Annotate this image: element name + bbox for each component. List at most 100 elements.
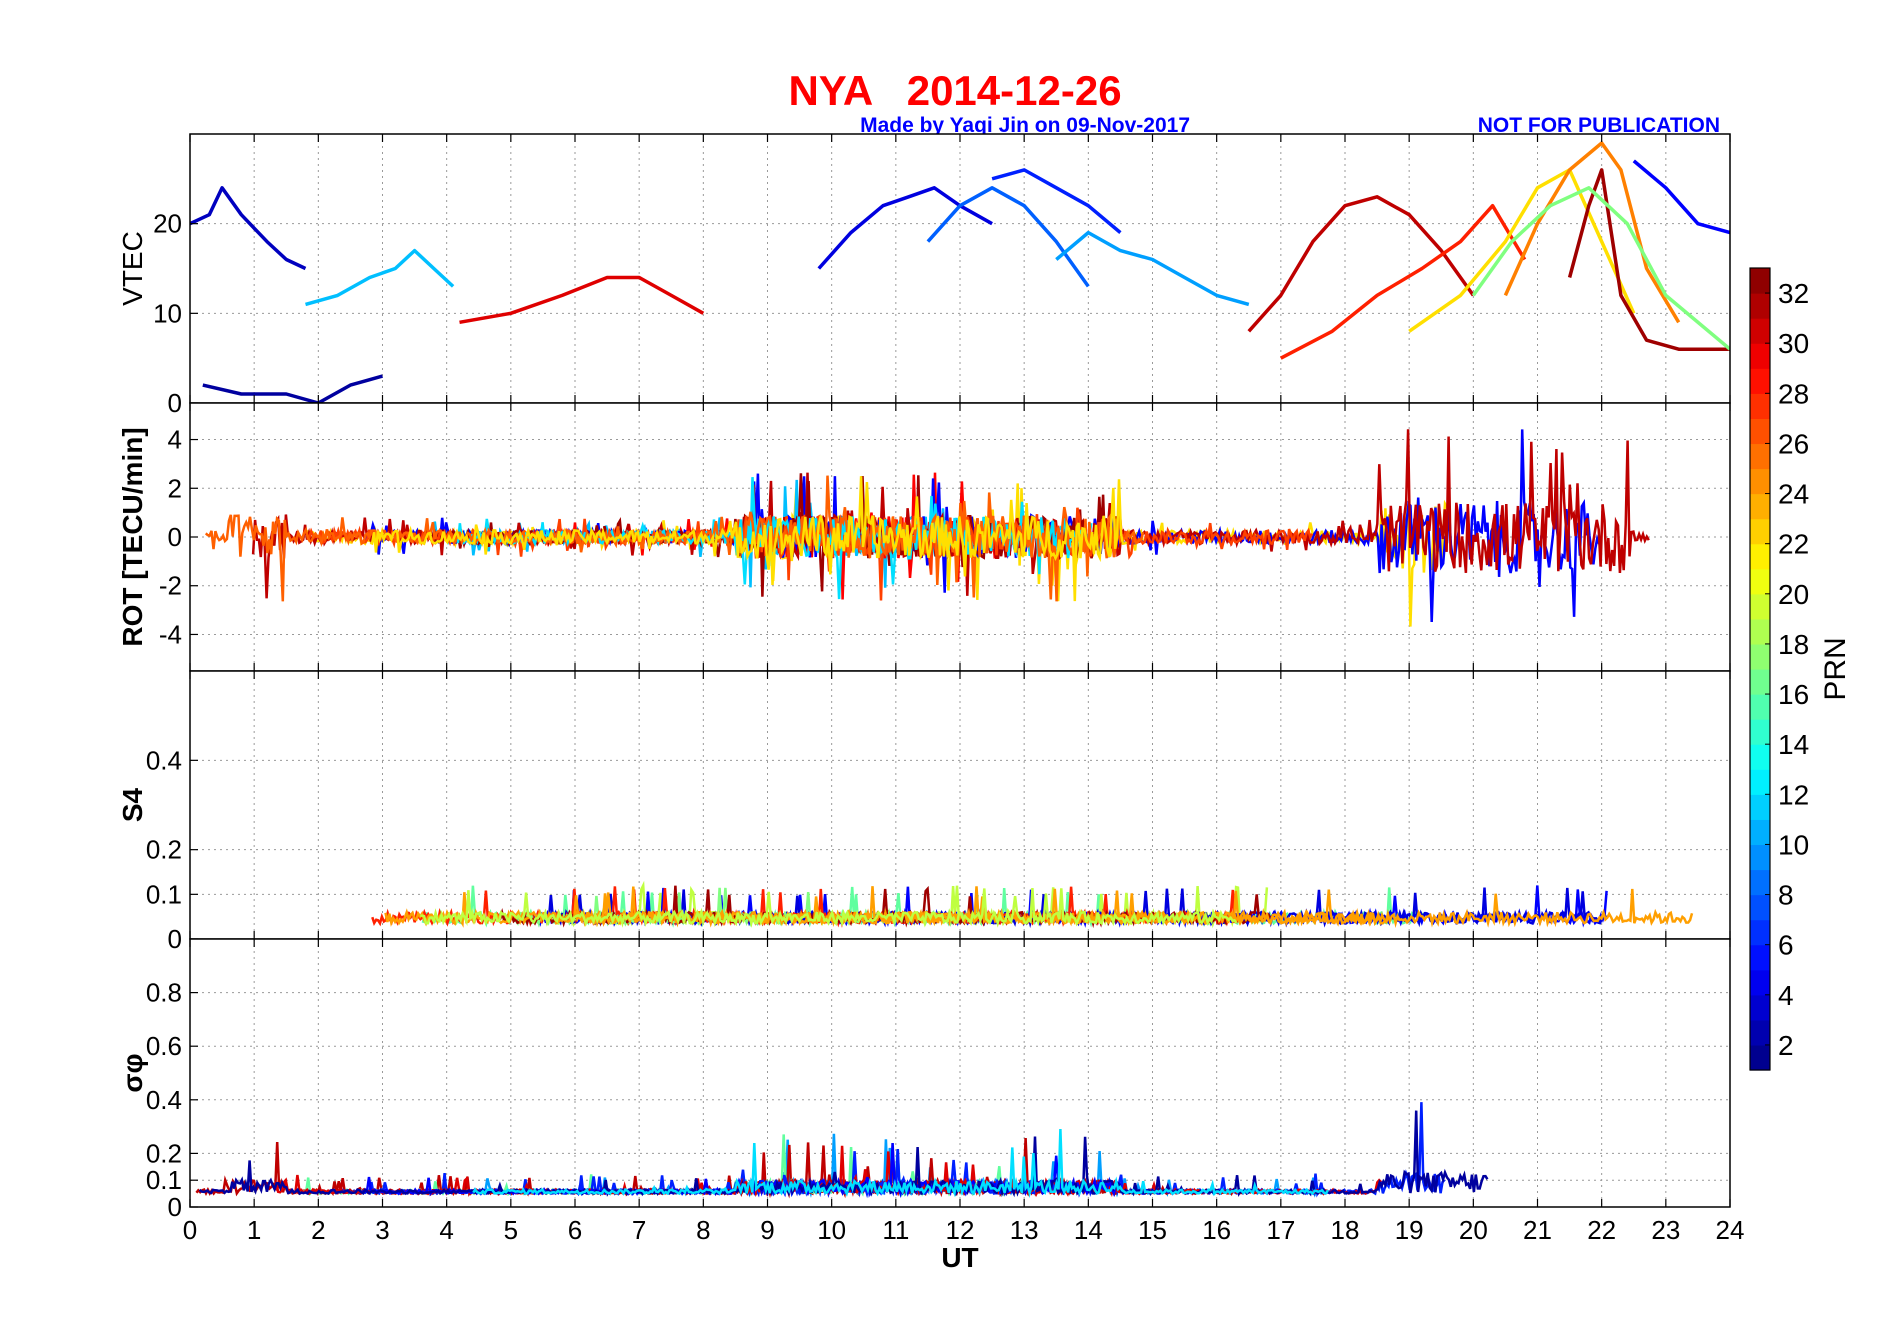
colorbar-segment <box>1750 318 1770 344</box>
y-tick-label: 4 <box>168 425 182 455</box>
colorbar-tick-label: 6 <box>1778 930 1794 961</box>
colorbar-segment <box>1750 268 1770 294</box>
chart-notice: NOT FOR PUBLICATION <box>1478 114 1720 137</box>
colorbar-tick-label: 2 <box>1778 1030 1794 1061</box>
colorbar-segment <box>1750 844 1770 871</box>
x-tick-label: 19 <box>1395 1215 1424 1245</box>
colorbar-segment <box>1750 293 1770 319</box>
x-tick-label: 5 <box>504 1215 518 1245</box>
colorbar-segment <box>1750 643 1770 670</box>
colorbar-segment <box>1750 994 1770 1021</box>
y-tick-label: -2 <box>159 571 182 601</box>
colorbar-tick-label: 10 <box>1778 829 1809 860</box>
colorbar-segment <box>1750 368 1770 394</box>
series-line-prn-6 <box>991 168 1122 234</box>
x-tick-label: 4 <box>439 1215 453 1245</box>
colorbar-segment <box>1750 493 1770 520</box>
series-line-prn-17 <box>1471 186 1730 351</box>
colorbar-tick-label: 22 <box>1778 529 1809 560</box>
colorbar-tick-label: 24 <box>1778 479 1809 510</box>
colorbar-segment <box>1750 618 1770 645</box>
y-tick-label: 0 <box>168 388 182 418</box>
x-tick-label: 1 <box>247 1215 261 1245</box>
y-tick-label: 0.1 <box>146 879 182 909</box>
series-line-prn-5 <box>1632 159 1730 235</box>
panel-background <box>190 134 1730 403</box>
colorbar-segment <box>1750 944 1770 971</box>
series-line-prn-3 <box>190 186 307 271</box>
colorbar-segment <box>1750 869 1770 896</box>
series-line-prn-22 <box>1408 168 1636 333</box>
colorbar-segment <box>1750 744 1770 770</box>
colorbar-segment <box>1750 518 1770 545</box>
y-tick-label: 0.2 <box>146 1138 182 1168</box>
x-tick-label: 9 <box>760 1215 774 1245</box>
colorbar-segment <box>1750 969 1770 996</box>
x-axis-label: UT <box>941 1242 978 1273</box>
colorbar-tick-label: 12 <box>1778 779 1809 810</box>
colorbar-segment <box>1750 468 1770 495</box>
colorbar-segment <box>1750 894 1770 921</box>
colorbar-segment <box>1750 418 1770 445</box>
y-tick-label: 10 <box>153 298 182 328</box>
y-axis-label: S4 <box>117 787 148 822</box>
x-tick-label: 13 <box>1010 1215 1039 1245</box>
series-line-prn-10 <box>1055 230 1250 307</box>
x-tick-label: 15 <box>1138 1215 1167 1245</box>
colorbar-frame <box>1749 267 1771 1071</box>
trace-group <box>371 880 1694 929</box>
x-tick-label: 20 <box>1459 1215 1488 1245</box>
panel-s4: 0 0.1 0.2 0.4 S4 <box>117 670 1731 954</box>
y-tick-label: 0.4 <box>146 745 182 775</box>
series-line-prn-8 <box>926 186 1090 288</box>
x-tick-label: 24 <box>1716 1215 1745 1245</box>
colorbar-segment <box>1750 343 1770 369</box>
series-line-prn-31 <box>1247 195 1475 333</box>
colorbar-tick-label: 8 <box>1778 880 1794 911</box>
colorbar-segment <box>1750 393 1770 419</box>
x-tick-label: 8 <box>696 1215 710 1245</box>
trace-group <box>195 1102 1489 1199</box>
trace-group <box>190 141 1730 403</box>
colorbar-tick-label: 14 <box>1778 729 1809 760</box>
y-tick-label: 0 <box>168 522 182 552</box>
chart-title: NYA 2014-12-26 <box>788 67 1121 114</box>
colorbar-segment <box>1750 769 1770 795</box>
colorbar-segment <box>1750 568 1770 595</box>
x-tick-label: 16 <box>1202 1215 1231 1245</box>
x-tick-label: 23 <box>1651 1215 1680 1245</box>
series-line-prn-32 <box>1567 168 1730 351</box>
x-tick-label: 21 <box>1523 1215 1552 1245</box>
colorbar-tick-label: 32 <box>1778 278 1809 309</box>
colorbar-segment <box>1750 719 1770 745</box>
x-tick-label: 2 <box>311 1215 325 1245</box>
series-line-prn-2 <box>202 374 383 403</box>
x-tick-label: 3 <box>375 1215 389 1245</box>
colorbar-tick-label: 20 <box>1778 579 1809 610</box>
trace-line <box>369 476 1128 602</box>
x-tick-label: 0 <box>183 1215 197 1245</box>
colorbar-tick-label: 4 <box>1778 980 1794 1011</box>
colorbar-tick-label: 18 <box>1778 629 1809 660</box>
y-axis-label: ROT [TECU/min] <box>117 427 148 646</box>
colorbar-segment <box>1750 1044 1770 1071</box>
colorbar-segment <box>1750 1019 1770 1046</box>
colorbar-segment <box>1750 543 1770 570</box>
x-tick-label: 18 <box>1331 1215 1360 1245</box>
colorbar-label: PRN <box>1819 637 1852 700</box>
colorbar-segment <box>1750 819 1770 846</box>
x-tick-label: 14 <box>1074 1215 1103 1245</box>
y-tick-label: -4 <box>159 619 182 649</box>
colorbar-segment <box>1750 593 1770 620</box>
colorbar-tick-label: 28 <box>1778 378 1809 409</box>
series-line-prn-11 <box>305 248 455 307</box>
colorbar-segment <box>1750 694 1770 720</box>
y-tick-label: 20 <box>153 209 182 239</box>
y-tick-label: 0.6 <box>146 1031 182 1061</box>
x-tick-label: 6 <box>568 1215 582 1245</box>
